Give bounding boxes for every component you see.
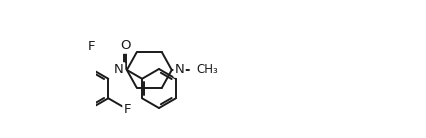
Text: CH₃: CH₃ bbox=[196, 63, 218, 76]
Text: F: F bbox=[124, 103, 131, 116]
Text: N: N bbox=[175, 63, 184, 76]
Text: N: N bbox=[114, 63, 124, 76]
Text: O: O bbox=[120, 39, 130, 52]
Text: F: F bbox=[88, 40, 95, 53]
